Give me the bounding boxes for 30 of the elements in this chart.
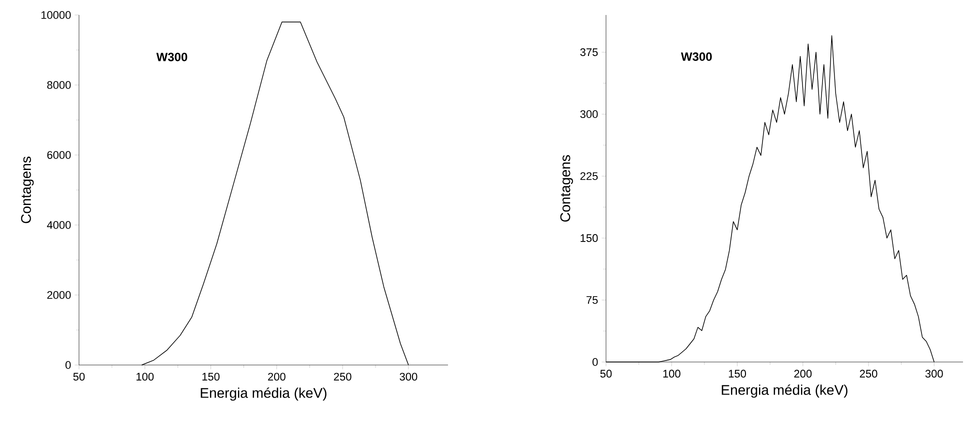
y-tick-label: 10000 bbox=[41, 11, 71, 19]
y-tick-label: 150 bbox=[580, 234, 598, 242]
y-tick-label: 0 bbox=[66, 361, 71, 369]
x-tick-label: 200 bbox=[268, 372, 286, 381]
x-axis-title: Energia média (keV) bbox=[200, 387, 326, 401]
x-tick-label: 50 bbox=[73, 372, 85, 381]
y-axis-title: Contagens bbox=[560, 155, 573, 222]
y-tick-label: 8000 bbox=[47, 81, 71, 89]
annotation: W300 bbox=[156, 52, 188, 62]
x-tick-label: 100 bbox=[663, 370, 680, 378]
x-tick-label: 200 bbox=[794, 370, 812, 378]
x-axis-title: Energia média (keV) bbox=[722, 384, 848, 398]
x-tick-label: 50 bbox=[600, 370, 612, 378]
x-tick-label: 150 bbox=[728, 370, 746, 378]
y-tick-label: 300 bbox=[580, 110, 598, 118]
x-tick-label: 250 bbox=[860, 370, 878, 378]
y-tick-label: 2000 bbox=[47, 291, 71, 299]
x-tick-label: 300 bbox=[925, 370, 943, 378]
y-tick-label: 225 bbox=[580, 172, 598, 180]
y-tick-label: 0 bbox=[592, 358, 598, 366]
y-tick-label: 375 bbox=[580, 48, 598, 56]
x-tick-label: 100 bbox=[136, 372, 154, 381]
x-tick-label: 300 bbox=[400, 372, 418, 381]
y-axis-title: Contagens bbox=[21, 156, 34, 224]
y-tick-label: 75 bbox=[586, 296, 598, 304]
x-tick-label: 250 bbox=[334, 372, 352, 381]
y-tick-label: 4000 bbox=[46, 221, 71, 229]
x-tick-label: 150 bbox=[202, 372, 220, 381]
annotation: W300 bbox=[680, 52, 712, 61]
y-tick-label: 6000 bbox=[47, 151, 71, 159]
